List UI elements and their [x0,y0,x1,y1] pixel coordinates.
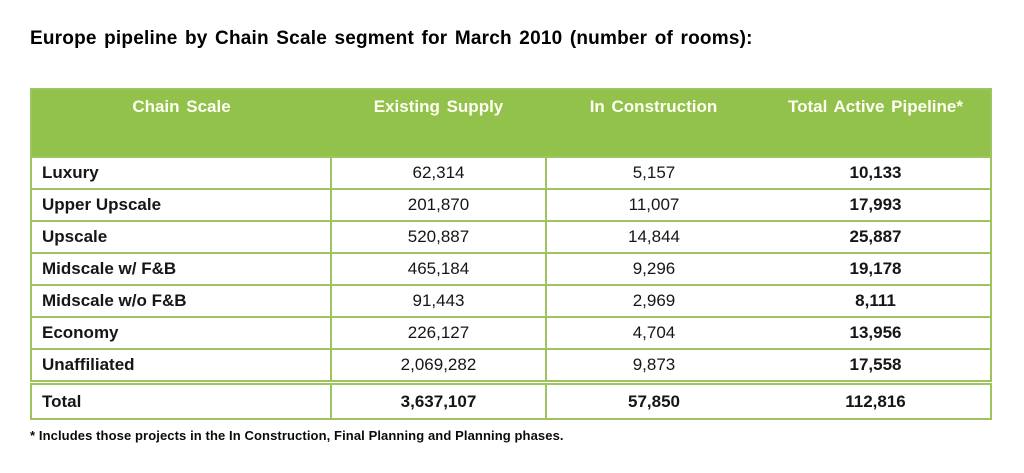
total-label-cell: Total [31,380,332,419]
existing-supply-cell: 520,887 [331,220,547,253]
existing-supply-cell: 226,127 [331,316,547,349]
total-pipeline-cell: 19,178 [761,252,991,285]
total-in-construction-cell: 57,850 [546,380,761,419]
total-pipeline-cell: 10,133 [761,156,991,189]
in-construction-cell: 4,704 [546,316,761,349]
pipeline-table: Chain Scale Existing Supply In Construct… [30,88,992,420]
row-label-cell: Midscale w/ F&B [31,252,332,285]
table-total-row: Total 3,637,107 57,850 112,816 [31,380,991,419]
table-row: Economy 226,127 4,704 13,956 [31,316,991,349]
table-row: Unaffiliated 2,069,282 9,873 17,558 [31,348,991,383]
header-cell-chain-scale: Chain Scale [31,89,331,157]
table-row: Midscale w/o F&B 91,443 2,969 8,111 [31,284,991,317]
total-pipeline-cell: 17,993 [761,188,991,221]
existing-supply-cell: 62,314 [331,156,547,189]
table-header-row: Chain Scale Existing Supply In Construct… [31,89,991,157]
in-construction-cell: 9,296 [546,252,761,285]
row-label-cell: Unaffiliated [31,348,332,383]
header-cell-in-construction: In Construction [546,89,761,157]
row-label-cell: Upscale [31,220,332,253]
table-row: Luxury 62,314 5,157 10,133 [31,156,991,189]
header-cell-total-active-pipeline: Total Active Pipeline* [761,89,991,157]
row-label-cell: Luxury [31,156,332,189]
total-pipeline-cell: 13,956 [761,316,991,349]
in-construction-cell: 11,007 [546,188,761,221]
row-label-cell: Economy [31,316,332,349]
total-existing-supply-cell: 3,637,107 [331,380,547,419]
existing-supply-cell: 91,443 [331,284,547,317]
total-pipeline-total-cell: 112,816 [761,380,991,419]
row-label-cell: Midscale w/o F&B [31,284,332,317]
footnote: * Includes those projects in the In Cons… [30,428,564,443]
in-construction-cell: 14,844 [546,220,761,253]
total-pipeline-cell: 8,111 [761,284,991,317]
table-row: Upper Upscale 201,870 11,007 17,993 [31,188,991,221]
existing-supply-cell: 465,184 [331,252,547,285]
in-construction-cell: 5,157 [546,156,761,189]
page-title: Europe pipeline by Chain Scale segment f… [30,28,753,49]
in-construction-cell: 9,873 [546,348,761,383]
table-row: Midscale w/ F&B 465,184 9,296 19,178 [31,252,991,285]
existing-supply-cell: 2,069,282 [331,348,547,383]
row-label-cell: Upper Upscale [31,188,332,221]
total-pipeline-cell: 17,558 [761,348,991,383]
total-pipeline-cell: 25,887 [761,220,991,253]
in-construction-cell: 2,969 [546,284,761,317]
header-cell-existing-supply: Existing Supply [331,89,546,157]
existing-supply-cell: 201,870 [331,188,547,221]
table-row: Upscale 520,887 14,844 25,887 [31,220,991,253]
